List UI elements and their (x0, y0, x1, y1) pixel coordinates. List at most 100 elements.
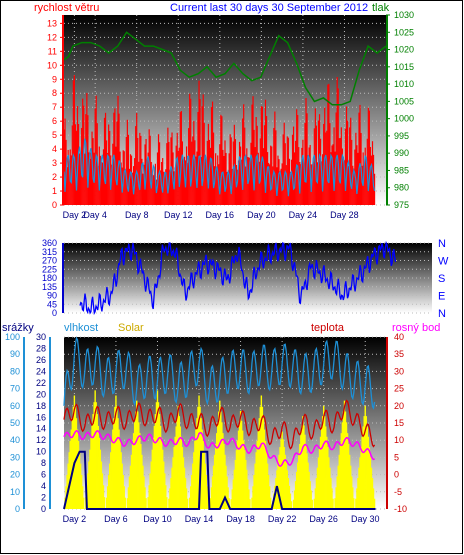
compass-label: S (438, 273, 445, 285)
pressure-line (63, 31, 387, 106)
x-tick-label: Day 28 (330, 210, 359, 220)
y-tick-label: 0 (41, 504, 46, 514)
y-tick-label: 2 (52, 172, 57, 182)
legend-item: teplota (311, 322, 345, 334)
y-tick-label: 30 (36, 332, 46, 342)
rain-line (63, 450, 376, 510)
y-tick-label: 180 (42, 273, 57, 283)
y-tick-label: 225 (42, 264, 57, 274)
y-tick-label: 10 (36, 447, 46, 457)
y-tick-label: 20 (10, 470, 20, 480)
y-tick-label: 13 (47, 18, 57, 28)
x-tick-label: Day 2 (63, 514, 87, 524)
y-tick-label: 100 (5, 332, 20, 342)
y-tick-label: 50 (10, 418, 20, 428)
y-tick-label: 990 (394, 148, 409, 158)
x-tick-label: Day 4 (83, 210, 107, 220)
y-tick-label: -5 (394, 487, 402, 497)
y-tick-label: 0 (15, 504, 20, 514)
x-tick-label: Day 6 (104, 514, 128, 524)
y-tick-label: 985 (394, 165, 409, 175)
y-tick-label: 4 (52, 144, 57, 154)
pressure-axis-right: 975 980 985 990 995 1000 1005 1010 1015 1020 1025 1… (386, 10, 414, 210)
wind-direction-line (79, 240, 397, 316)
y-tick-label: 25 (394, 384, 404, 394)
y-tick-label: 135 (42, 282, 57, 292)
y-tick-label: 0 (52, 308, 57, 318)
x-tick-label: Day 18 (226, 514, 255, 524)
y-tick-label: -10 (394, 504, 407, 514)
x-tick-label: Day 8 (125, 210, 149, 220)
y-tick-label: 0 (394, 470, 399, 480)
y-tick-label: 24 (36, 366, 46, 376)
y-tick-label: 20 (394, 401, 404, 411)
humidity-axis-left: 0 10 20 30 40 50 60 70 80 90 100 (5, 332, 25, 514)
legend-item: vlhkost (64, 322, 98, 334)
y-tick-label: 315 (42, 247, 57, 257)
temperature-axis-right: -10 -5 0 5 10 15 20 25 30 35 40 (386, 332, 407, 514)
y-tick-label: 18 (36, 401, 46, 411)
y-tick-label: 5 (52, 130, 57, 140)
dewpoint-line (63, 429, 375, 468)
y-tick-label: 0 (52, 200, 57, 210)
y-tick-label: 15 (394, 418, 404, 428)
y-tick-label: 1005 (394, 96, 414, 106)
y-tick-label: 16 (36, 412, 46, 422)
y-tick-label: 6 (52, 116, 57, 126)
humidity-panel-series (63, 336, 376, 510)
x-tick-label: Day 10 (143, 514, 172, 524)
compass-label: N (438, 238, 446, 250)
y-tick-label: 975 (394, 200, 409, 210)
wind-speed-label: rychlost větru (34, 2, 99, 14)
compass-label: N (438, 308, 446, 320)
y-tick-label: 22 (36, 378, 46, 388)
legend-item: Solar (118, 322, 144, 334)
y-tick-label: 80 (10, 366, 20, 376)
temperature-line (63, 399, 376, 450)
y-tick-label: 70 (10, 384, 20, 394)
y-tick-label: 995 (394, 131, 409, 141)
wind-average-line (63, 138, 376, 197)
y-tick-label: 40 (394, 332, 404, 342)
y-tick-label: 9 (52, 74, 57, 84)
y-tick-label: 40 (10, 435, 20, 445)
x-tick-label: Day 30 (351, 514, 380, 524)
y-tick-label: 6 (41, 470, 46, 480)
y-tick-label: 1025 (394, 27, 414, 37)
y-tick-label: 28 (36, 343, 46, 353)
humidity-line (63, 336, 376, 410)
y-tick-label: 12 (36, 435, 46, 445)
x-tick-label: Day 2 (63, 210, 87, 220)
y-tick-label: 980 (394, 183, 409, 193)
y-tick-label: 45 (47, 299, 57, 309)
pressure-label: tlak (372, 2, 390, 14)
y-tick-label: 30 (394, 366, 404, 376)
y-tick-label: 26 (36, 355, 46, 365)
y-tick-label: 5 (394, 452, 399, 462)
x-tick-label: Day 26 (309, 514, 338, 524)
legend-item: rosný bod (392, 322, 440, 334)
x-tick-label: Day 22 (268, 514, 297, 524)
y-tick-label: 1020 (394, 45, 414, 55)
y-tick-label: 60 (10, 401, 20, 411)
y-tick-label: 10 (47, 60, 57, 70)
y-tick-label: 3 (52, 158, 57, 168)
y-tick-label: 1010 (394, 79, 414, 89)
y-tick-label: 7 (52, 102, 57, 112)
compass-label: E (438, 291, 445, 303)
x-tick-label: Day 14 (185, 514, 214, 524)
y-tick-label: 12 (47, 32, 57, 42)
y-tick-label: 90 (47, 291, 57, 301)
wind-panel-series (63, 31, 387, 205)
y-tick-label: 10 (10, 487, 20, 497)
y-tick-label: 270 (42, 256, 57, 266)
y-tick-label: 1 (52, 186, 57, 196)
x-tick-label: Day 16 (206, 210, 235, 220)
